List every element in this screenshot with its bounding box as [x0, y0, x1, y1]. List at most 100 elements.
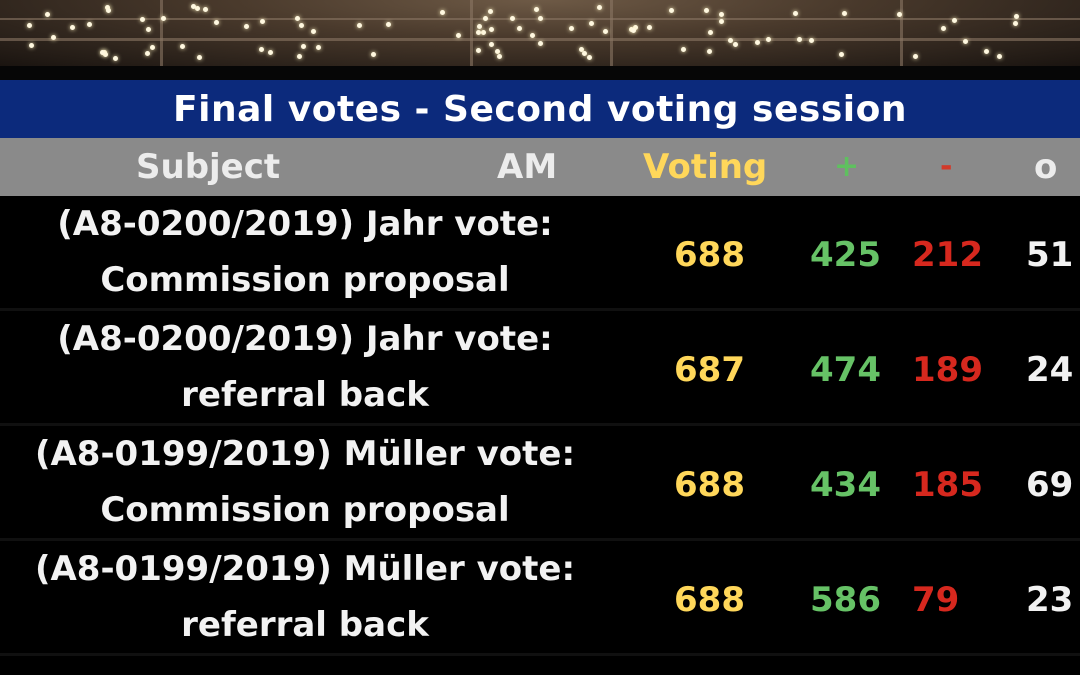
ceiling-light — [537, 40, 543, 46]
ceiling-light — [195, 5, 201, 11]
results-table: (A8-0200/2019) Jahr vote: Commission pro… — [0, 196, 1080, 656]
ceiling-light — [596, 5, 602, 11]
ceiling-light — [588, 21, 594, 27]
ceiling-beam — [610, 0, 613, 66]
ceiling-light — [668, 8, 674, 14]
row-subject: (A8-0199/2019) Müller vote: referral bac… — [0, 541, 610, 653]
ceiling-light — [632, 25, 638, 31]
ceiling-light — [113, 55, 118, 61]
subject-line-2: referral back — [181, 375, 429, 415]
ceiling-light — [728, 37, 734, 43]
ceiling-light — [1013, 20, 1019, 26]
ceiling-light — [530, 33, 536, 39]
ceiling-light — [310, 29, 316, 35]
ceiling-light — [842, 11, 848, 17]
minus-count: 212 — [912, 235, 983, 275]
ceiling-light — [28, 43, 34, 49]
ceiling-light — [494, 49, 500, 55]
subject-line-1: (A8-0200/2019) Jahr vote: — [57, 204, 553, 244]
ceiling-light — [297, 53, 303, 59]
ceiling-light — [489, 42, 495, 48]
ceiling-light — [581, 51, 587, 57]
ceiling-light — [718, 18, 724, 24]
ceiling-light — [706, 49, 712, 55]
ceiling-light — [569, 25, 575, 31]
minus-count: 185 — [912, 465, 983, 505]
ceiling-light — [509, 16, 515, 22]
ceiling-light — [179, 44, 185, 50]
abstain-count: 51 — [1026, 235, 1074, 275]
ceiling-light — [385, 22, 391, 28]
ceiling-light — [838, 51, 844, 57]
ceiling-light — [259, 47, 265, 53]
table-row: (A8-0199/2019) Müller vote: referral bac… — [0, 541, 1080, 656]
page-title: Final votes - Second voting session — [173, 88, 907, 130]
ceiling-light — [476, 47, 482, 53]
ceiling-light — [294, 16, 300, 22]
ceiling-light — [483, 16, 489, 22]
ceiling-light — [647, 24, 653, 30]
ceiling-light — [586, 55, 592, 61]
ceiling-light — [703, 7, 709, 13]
ceiling-light — [765, 37, 771, 43]
table-row: (A8-0200/2019) Jahr vote: referral back … — [0, 311, 1080, 426]
ceiling-light — [797, 37, 803, 43]
ceiling-light — [456, 32, 461, 38]
header-am: AM — [497, 147, 558, 187]
abstain-count: 69 — [1026, 465, 1074, 505]
ceiling-light — [996, 54, 1002, 60]
ceiling-light — [718, 12, 724, 18]
ceiling-light — [140, 16, 146, 22]
ceiling-light — [298, 22, 304, 28]
title-bar: Final votes - Second voting session — [0, 80, 1080, 138]
voting-count: 688 — [674, 465, 745, 505]
ceiling-light — [533, 6, 539, 12]
ceiling-light — [197, 55, 203, 61]
ceiling-light — [680, 47, 686, 53]
voting-count: 687 — [674, 350, 745, 390]
ceiling-light — [496, 54, 502, 60]
ceiling-light — [439, 9, 445, 15]
ceiling-light — [371, 52, 377, 58]
ceiling-light — [268, 49, 274, 55]
ceiling-light — [809, 37, 815, 43]
plus-count: 425 — [810, 235, 881, 275]
plus-count: 474 — [810, 350, 881, 390]
ceiling-light — [191, 4, 197, 10]
divider — [0, 66, 1080, 80]
ceiling-light — [475, 29, 481, 35]
ceiling-light — [1013, 13, 1019, 19]
ceiling-light — [27, 22, 33, 28]
ceiling-light — [86, 22, 92, 28]
table-header: Subject AM Voting + - o — [0, 138, 1080, 196]
ceiling-light — [896, 11, 902, 17]
ceiling-light — [69, 25, 75, 31]
ceiling-light — [517, 25, 523, 31]
ceiling-light — [983, 48, 989, 54]
chamber-ceiling-photo — [0, 0, 1080, 66]
minus-count: 189 — [912, 350, 983, 390]
ceiling-light — [941, 25, 947, 31]
ceiling-light — [145, 27, 151, 33]
table-row: (A8-0200/2019) Jahr vote: Commission pro… — [0, 196, 1080, 311]
ceiling-light — [488, 8, 494, 14]
ceiling-light — [356, 22, 362, 28]
ceiling-light — [630, 28, 636, 34]
ceiling-light — [243, 24, 249, 30]
ceiling-light — [106, 7, 112, 13]
ceiling-light — [755, 40, 761, 46]
subject-line-2: Commission proposal — [100, 490, 510, 530]
ceiling-light — [708, 29, 714, 35]
header-voting: Voting — [643, 147, 768, 187]
ceiling-light — [150, 45, 156, 51]
table-row: (A8-0199/2019) Müller vote: Commission p… — [0, 426, 1080, 541]
subject-line-1: (A8-0200/2019) Jahr vote: — [57, 319, 553, 359]
ceiling-light — [488, 26, 494, 32]
ceiling-beam — [160, 0, 163, 66]
ceiling-light — [538, 16, 544, 22]
ceiling-light — [161, 15, 167, 21]
ceiling-light — [145, 50, 151, 56]
ceiling-light — [100, 49, 106, 55]
subject-line-2: Commission proposal — [100, 260, 510, 300]
